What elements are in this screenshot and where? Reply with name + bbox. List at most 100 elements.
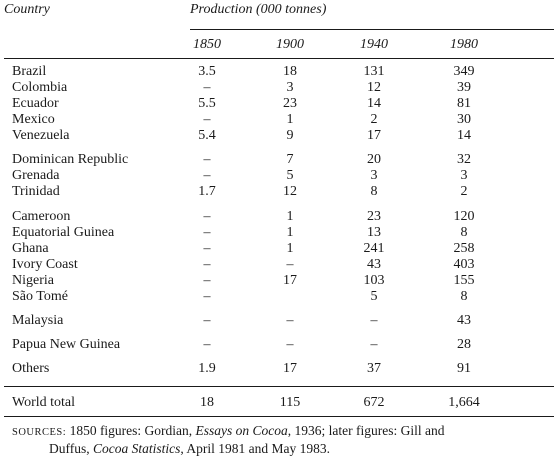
- value-1980-cell: 81: [457, 96, 471, 111]
- total-1900-cell: 115: [279, 395, 301, 410]
- country-cell: Ghana: [12, 241, 49, 256]
- value-1850-cell: –: [203, 289, 211, 304]
- country-cell: Trinidad: [12, 184, 60, 199]
- value-1850-cell: –: [203, 257, 211, 272]
- country-cell: São Tomé: [12, 289, 68, 304]
- value-1850-cell: –: [203, 337, 211, 352]
- year-header-1900: 1900: [276, 37, 304, 52]
- sources-text-2b: , April 1981 and May 1983.: [180, 441, 331, 456]
- total-1940-cell: 672: [363, 395, 385, 410]
- table-row: Papua New Guinea – – – 28: [0, 337, 556, 353]
- table-row: Ghana – 1 241 258: [0, 241, 556, 257]
- table-row: Brazil 3.5 18 131 349: [0, 64, 556, 80]
- country-cell: Others: [12, 361, 50, 376]
- table-bottom-rule: [4, 416, 554, 417]
- table-row: Ecuador 5.5 23 14 81: [0, 96, 556, 112]
- value-1850-cell: –: [203, 225, 211, 240]
- country-cell: Dominican Republic: [12, 152, 129, 167]
- table-row: Ivory Coast – – 43 403: [0, 257, 556, 273]
- country-cell: Equatorial Guinea: [12, 225, 115, 240]
- value-1940-cell: 37: [367, 361, 381, 376]
- value-1900-cell: –: [286, 313, 294, 328]
- value-1850-cell: –: [203, 241, 211, 256]
- value-1850-cell: –: [203, 112, 211, 127]
- world-total-row: World total 18 115 672 1,664: [0, 395, 556, 411]
- value-1900-cell: 9: [286, 128, 294, 143]
- sources-text-2a: Duffus,: [49, 441, 94, 456]
- value-1940-cell: –: [370, 337, 378, 352]
- value-1850-cell: 3.5: [198, 64, 216, 79]
- value-1850-cell: 1.9: [198, 361, 216, 376]
- table-row: Mexico – 1 2 30: [0, 112, 556, 128]
- world-total-label: World total: [12, 395, 76, 410]
- country-cell: Brazil: [12, 64, 47, 79]
- sources-line-2: Duffus, Cocoa Statistics, April 1981 and…: [12, 441, 552, 457]
- table-row: Trinidad 1.7 12 8 2: [0, 184, 556, 200]
- country-cell: Venezuela: [12, 128, 70, 143]
- country-cell: Ivory Coast: [12, 257, 78, 272]
- value-1940-cell: 17: [367, 128, 381, 143]
- country-cell: Colombia: [12, 80, 68, 95]
- value-1850-cell: 5.4: [198, 128, 216, 143]
- value-1940-cell: 241: [363, 241, 385, 256]
- value-1900-cell: 3: [286, 80, 294, 95]
- value-1850-cell: –: [203, 80, 211, 95]
- sources-label: SOURCES:: [12, 427, 67, 438]
- value-1940-cell: 43: [367, 257, 381, 272]
- country-cell: Papua New Guinea: [12, 337, 121, 352]
- value-1980-cell: 3: [460, 168, 468, 183]
- value-1940-cell: 103: [363, 273, 385, 288]
- country-cell: Grenada: [12, 168, 60, 183]
- value-1900-cell: 12: [283, 184, 297, 199]
- sources-title-1: Essays on Cocoa: [195, 423, 288, 438]
- value-1980-cell: 91: [457, 361, 471, 376]
- country-cell: Nigeria: [12, 273, 54, 288]
- total-top-rule: [4, 386, 554, 387]
- total-1980-cell: 1,664: [448, 395, 480, 410]
- value-1900-cell: 1: [286, 241, 294, 256]
- value-1980-cell: 155: [453, 273, 475, 288]
- table-row: São Tomé – 5 8: [0, 289, 556, 305]
- value-1980-cell: 8: [460, 289, 468, 304]
- table-row: Grenada – 5 3 3: [0, 168, 556, 184]
- country-cell: Ecuador: [12, 96, 59, 111]
- value-1940-cell: 20: [367, 152, 381, 167]
- value-1980-cell: 258: [453, 241, 475, 256]
- sources-text-1b: , 1936; later figures: Gill and: [287, 423, 445, 438]
- value-1980-cell: 39: [457, 80, 471, 95]
- value-1980-cell: 43: [457, 313, 471, 328]
- value-1900-cell: 1: [286, 209, 294, 224]
- value-1980-cell: 2: [460, 184, 468, 199]
- value-1940-cell: 3: [370, 168, 378, 183]
- value-1980-cell: 120: [453, 209, 475, 224]
- value-1980-cell: 8: [460, 225, 468, 240]
- value-1940-cell: 12: [367, 80, 381, 95]
- value-1900-cell: –: [286, 337, 294, 352]
- value-1900-cell: –: [286, 257, 294, 272]
- table-row: Colombia – 3 12 39: [0, 80, 556, 96]
- country-cell: Malaysia: [12, 313, 64, 328]
- header-bottom-rule: [4, 58, 554, 59]
- value-1940-cell: 14: [367, 96, 381, 111]
- country-column-header: Country: [4, 2, 50, 17]
- year-header-1850: 1850: [193, 37, 221, 52]
- value-1850-cell: –: [203, 273, 211, 288]
- table-row: Equatorial Guinea – 1 13 8: [0, 225, 556, 241]
- value-1940-cell: 5: [370, 289, 378, 304]
- value-1900-cell: 17: [283, 273, 297, 288]
- sources-line-1: SOURCES: 1850 figures: Gordian, Essays o…: [12, 423, 552, 441]
- value-1980-cell: 14: [457, 128, 471, 143]
- value-1940-cell: 131: [363, 64, 385, 79]
- header-subrule: [190, 29, 554, 30]
- value-1850-cell: –: [203, 209, 211, 224]
- country-cell: Cameroon: [12, 209, 71, 224]
- value-1980-cell: 403: [453, 257, 475, 272]
- country-cell: Mexico: [12, 112, 55, 127]
- value-1900-cell: 1: [286, 112, 294, 127]
- value-1940-cell: 13: [367, 225, 381, 240]
- table-row: Others 1.9 17 37 91: [0, 361, 556, 377]
- value-1850-cell: –: [203, 168, 211, 183]
- value-1980-cell: 349: [453, 64, 475, 79]
- production-column-header: Production (000 tonnes): [190, 2, 327, 17]
- table-row: Dominican Republic – 7 20 32: [0, 152, 556, 168]
